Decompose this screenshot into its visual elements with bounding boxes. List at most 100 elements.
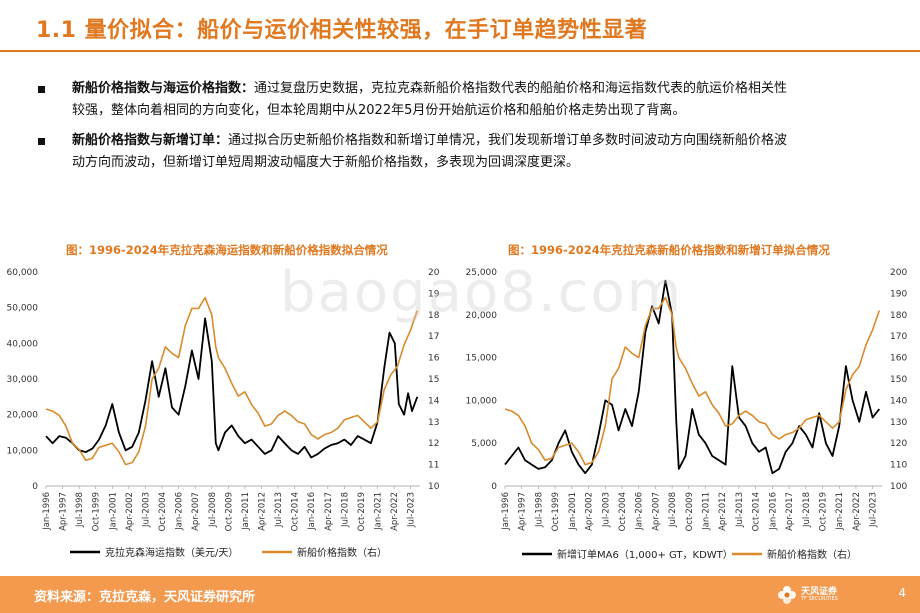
x-tick-label: Jul-2003 xyxy=(141,492,151,528)
y-left-tick-label: 60,000 xyxy=(7,268,39,278)
series-line-right-axis xyxy=(504,296,881,466)
y-right-tick-label: 200 xyxy=(890,268,907,278)
bullet-text-line: 通过拟合历史新船价格指数和新增订单情况，我们发现新增订单多数时间波动方向围绕新船… xyxy=(228,133,788,148)
y-right-tick-label: 140 xyxy=(428,396,440,406)
bullet-square-icon xyxy=(38,138,45,145)
legend-label: 新船价格指数（右） xyxy=(767,548,857,561)
x-tick-label: Oct-2019 xyxy=(819,492,829,531)
y-right-tick-label: 120 xyxy=(890,439,907,449)
y-right-tick-label: 130 xyxy=(890,418,907,428)
y-right-tick-label: 180 xyxy=(890,311,907,321)
brand-logo: 天风证券 TF SECURITIES xyxy=(776,582,846,608)
x-tick-label: Jan-1996 xyxy=(501,492,511,531)
x-tick-label: Oct-2014 xyxy=(752,492,762,531)
x-tick-label: Apr-2012 xyxy=(718,492,728,531)
logo-text: 天风证券 xyxy=(801,587,838,597)
page-footer: 资料来源：克拉克森，天风证券研究所 天风证券 TF SECURITIES 4 xyxy=(0,576,920,613)
y-left-tick-label: 50,000 xyxy=(7,304,39,314)
y-right-tick-label: 110 xyxy=(890,461,907,471)
x-tick-label: Jul-2018 xyxy=(802,492,812,528)
x-tick-label: Apr-2002 xyxy=(125,492,135,531)
x-tick-label: Oct-1999 xyxy=(92,492,102,531)
y-right-tick-label: 150 xyxy=(428,375,440,385)
y-left-tick-label: 0 xyxy=(32,482,38,492)
x-tick-label: Jan-2001 xyxy=(568,492,578,531)
x-tick-label: Apr-1997 xyxy=(518,492,528,531)
x-tick-label: Jul-2023 xyxy=(407,492,417,528)
y-right-tick-label: 150 xyxy=(890,375,907,385)
bullet-list: 新船价格指数与海运价格指数：通过复盘历史数据，克拉克森新船价格指数代表的船舶价格… xyxy=(38,78,898,182)
y-right-tick-label: 170 xyxy=(890,332,907,342)
series-line-left-axis xyxy=(45,317,419,459)
x-tick-label: Apr-2022 xyxy=(390,492,400,531)
x-tick-label: Jan-2016 xyxy=(307,492,317,531)
legend-label: 克拉克森海运指数（美元/天） xyxy=(105,546,238,559)
bullet-text-line: 较强，整体向着相同的方向变化，但本轮周期中从2022年5月份开始航运价格和船舶价… xyxy=(72,103,686,118)
x-tick-label: Jul-2003 xyxy=(601,492,611,528)
x-tick-label: Jan-2011 xyxy=(241,492,251,531)
y-left-tick-label: 10,000 xyxy=(466,396,498,406)
x-tick-label: Oct-2019 xyxy=(357,492,367,531)
x-tick-label: Apr-2007 xyxy=(651,492,661,531)
x-tick-label: Apr-2007 xyxy=(191,492,201,531)
x-tick-label: Jan-2001 xyxy=(108,492,118,531)
page-title: 1.1 量价拟合：船价与运价相关性较强，在手订单趋势性显著 xyxy=(36,18,648,43)
x-tick-label: Apr-2017 xyxy=(324,492,334,531)
x-tick-label: Jan-2006 xyxy=(175,492,185,531)
x-tick-label: Apr-2022 xyxy=(852,492,862,531)
x-tick-label: Jan-2006 xyxy=(635,492,645,531)
x-tick-label: Jan-2016 xyxy=(768,492,778,531)
y-left-tick-label: 20,000 xyxy=(466,311,498,321)
x-tick-label: Jan-2021 xyxy=(374,492,384,531)
bullet-heading: 新船价格指数与海运价格指数： xyxy=(72,81,255,96)
chart-title-right: 图：1996-2024年克拉克森新船价格指数和新增订单拟合情况 xyxy=(508,243,830,257)
y-right-tick-label: 100 xyxy=(890,482,907,492)
flower-logo-icon xyxy=(778,586,796,604)
bullet-square-icon xyxy=(38,86,45,93)
bullet-heading: 新船价格指数与新增订单： xyxy=(72,133,229,148)
x-tick-label: Oct-2004 xyxy=(618,492,628,531)
y-right-tick-label: 190 xyxy=(428,289,440,299)
x-tick-label: Oct-2009 xyxy=(224,492,234,531)
logo-subtext: TF SECURITIES xyxy=(801,596,838,602)
y-left-tick-label: 0 xyxy=(491,482,497,492)
x-tick-label: Jul-1998 xyxy=(75,492,85,528)
y-left-tick-label: 20,000 xyxy=(7,411,39,421)
x-tick-label: Jul-2013 xyxy=(735,492,745,528)
y-right-tick-label: 140 xyxy=(890,396,907,406)
x-tick-label: Apr-2012 xyxy=(258,492,268,531)
y-left-tick-label: 5,000 xyxy=(471,439,497,449)
x-tick-label: Apr-1997 xyxy=(59,492,69,531)
x-tick-label: Oct-2009 xyxy=(685,492,695,531)
x-tick-label: Jul-2008 xyxy=(208,492,218,528)
y-right-tick-label: 160 xyxy=(428,354,440,364)
x-tick-label: Jul-2013 xyxy=(274,492,284,528)
x-tick-label: Oct-1999 xyxy=(551,492,561,531)
y-left-tick-label: 15,000 xyxy=(466,354,498,364)
y-left-tick-label: 30,000 xyxy=(7,375,39,385)
chart-orders-vs-newbuild: 0 5,000 10,000 15,000 20,000 25,000 100 110 120 1… xyxy=(466,268,908,561)
y-right-tick-label: 100 xyxy=(428,482,440,492)
x-tick-label: Jul-1998 xyxy=(534,492,544,528)
page-header: 1.1 量价拟合：船价与运价相关性较强，在手订单趋势性显著 xyxy=(0,0,920,52)
x-tick-label: Jul-2018 xyxy=(340,492,350,528)
y-right-tick-label: 120 xyxy=(428,439,440,449)
y-right-tick-label: 130 xyxy=(428,418,440,428)
x-tick-label: Jan-2011 xyxy=(702,492,712,531)
bullet-text-line: 通过复盘历史数据，克拉克森新船价格指数代表的船舶价格和海运指数代表的航运价格相关… xyxy=(254,81,788,96)
y-right-tick-label: 190 xyxy=(890,289,907,299)
page-number: 4 xyxy=(898,586,906,600)
x-tick-label: Apr-2002 xyxy=(585,492,595,531)
x-tick-label: Oct-2014 xyxy=(291,492,301,531)
chart-title-left: 图：1996-2024年克拉克森海运指数和新船价格指数拟合情况 xyxy=(66,243,388,257)
legend-label: 新船价格指数（右） xyxy=(297,546,387,559)
y-right-tick-label: 170 xyxy=(428,332,440,342)
legend-label: 新增订单MA6（1,000+ GT，KDWT） xyxy=(557,548,733,561)
bullet-text-line: 动方向而波动，但新增订单短周期波动幅度大于新船价格指数，多表现为回调深度更深。 xyxy=(72,155,580,170)
chart-freight-vs-newbuild: 0 10,000 20,000 30,000 40,000 50,000 60,000 100… xyxy=(7,268,441,559)
y-right-tick-label: 160 xyxy=(890,354,907,364)
y-right-tick-label: 200 xyxy=(428,268,440,278)
y-left-tick-label: 25,000 xyxy=(466,268,498,278)
bullet-item-ship-price-vs-orders: 新船价格指数与新增订单：通过拟合历史新船价格指数和新增订单情况，我们发现新增订单… xyxy=(38,130,898,174)
series-line-left-axis xyxy=(504,279,881,475)
